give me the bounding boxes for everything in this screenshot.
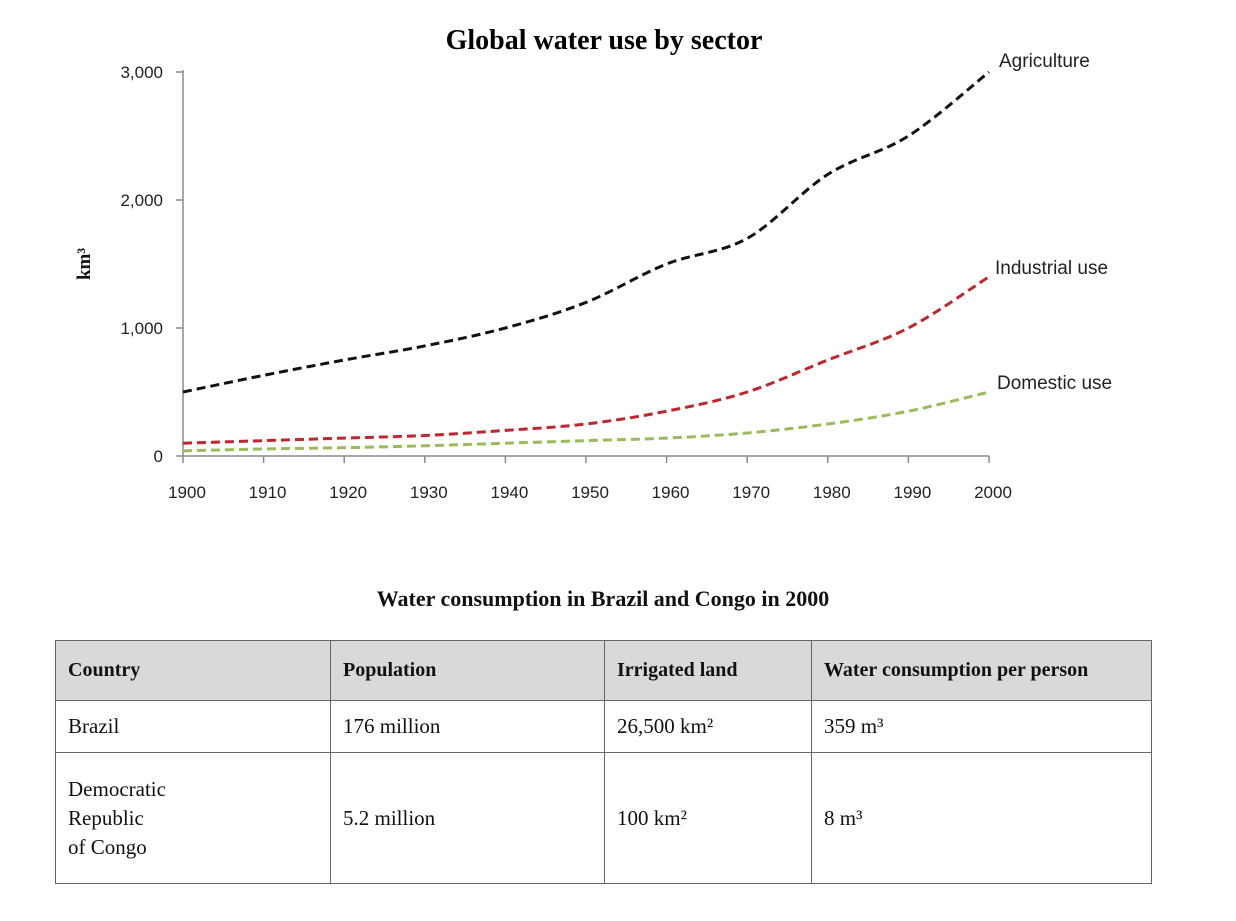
table-header-row: Country Population Irrigated land Water … bbox=[55, 640, 1152, 701]
table-title: Water consumption in Brazil and Congo in… bbox=[376, 586, 830, 611]
x-ticks: 1900 1910 1920 1930 1940 1950 1960 1970 1980 1990… bbox=[168, 456, 1012, 502]
cell-irrigated-land: 100 km² bbox=[604, 752, 812, 884]
x-tick-label: 1910 bbox=[249, 483, 287, 502]
table-row: Brazil 176 million 26,500 km² 359 m³ bbox=[55, 700, 1152, 753]
line-chart: Global water use by sector km³ 0 1,000 2,0… bbox=[74, 25, 1112, 502]
x-tick-label: 1900 bbox=[168, 483, 206, 502]
series-line-agriculture bbox=[182, 70, 990, 394]
y-tick-label: 2,000 bbox=[120, 191, 163, 210]
series-line-domestic-use bbox=[182, 390, 990, 453]
y-tick-label: 3,000 bbox=[120, 63, 163, 82]
x-tick-label: 1990 bbox=[893, 483, 931, 502]
series-labels: Agriculture Industrial use Domestic use bbox=[995, 51, 1112, 394]
cell-country: Democratic Republic of Congo bbox=[55, 752, 331, 884]
series-label-domestic-use: Domestic use bbox=[997, 373, 1112, 394]
header-population: Population bbox=[330, 640, 605, 701]
x-tick-label: 2000 bbox=[974, 483, 1012, 502]
chart-title: Global water use by sector bbox=[446, 25, 763, 56]
y-tick-label: 1,000 bbox=[120, 319, 163, 338]
y-axis-label: km³ bbox=[74, 248, 95, 280]
data-table: Country Population Irrigated land Water … bbox=[55, 640, 1152, 884]
y-tick-label: 0 bbox=[154, 447, 163, 466]
x-tick-label: 1970 bbox=[732, 483, 770, 502]
table-row: Democratic Republic of Congo 5.2 million… bbox=[55, 752, 1152, 884]
x-tick-label: 1940 bbox=[490, 483, 528, 502]
cell-population: 176 million bbox=[330, 700, 605, 753]
x-tick-label: 1960 bbox=[652, 483, 690, 502]
x-tick-label: 1920 bbox=[329, 483, 367, 502]
header-irrigated-land: Irrigated land bbox=[604, 640, 812, 701]
header-water-consumption: Water consumption per person bbox=[811, 640, 1152, 701]
series-label-agriculture: Agriculture bbox=[999, 51, 1090, 72]
series-line-industrial-use bbox=[182, 275, 990, 445]
x-tick-label: 1980 bbox=[813, 483, 851, 502]
cell-population: 5.2 million bbox=[330, 752, 605, 884]
header-country: Country bbox=[55, 640, 331, 701]
x-tick-label: 1930 bbox=[410, 483, 448, 502]
cell-water-consumption: 8 m³ bbox=[811, 752, 1152, 884]
series-label-industrial-use: Industrial use bbox=[995, 258, 1108, 279]
series-lines bbox=[182, 70, 990, 453]
axes bbox=[182, 70, 989, 457]
cell-irrigated-land: 26,500 km² bbox=[604, 700, 812, 753]
x-tick-label: 1950 bbox=[571, 483, 609, 502]
y-ticks: 0 1,000 2,000 3,000 bbox=[120, 63, 183, 466]
cell-country: Brazil bbox=[55, 700, 331, 753]
cell-water-consumption: 359 m³ bbox=[811, 700, 1152, 753]
